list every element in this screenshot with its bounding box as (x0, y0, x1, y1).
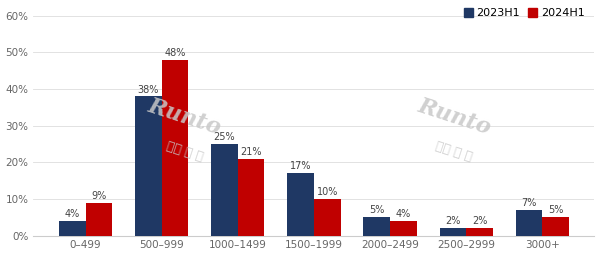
Text: 洛图 科 技: 洛图 科 技 (434, 140, 474, 164)
Text: 48%: 48% (164, 48, 185, 58)
Text: 10%: 10% (317, 187, 338, 197)
Text: 17%: 17% (290, 162, 311, 172)
Bar (211, 144, 238, 236)
Text: 2%: 2% (445, 216, 461, 226)
Bar (314, 199, 341, 236)
Bar (466, 228, 493, 236)
Bar (287, 173, 314, 236)
Bar (542, 217, 569, 236)
Bar (59, 221, 86, 236)
Text: 2%: 2% (472, 216, 487, 226)
Text: Runto: Runto (145, 95, 224, 139)
Text: 洛图 科 技: 洛图 科 技 (165, 140, 205, 164)
Text: 9%: 9% (91, 191, 107, 201)
Text: 21%: 21% (241, 147, 262, 157)
Text: 5%: 5% (369, 205, 385, 216)
Bar (86, 202, 112, 236)
Text: 38%: 38% (137, 84, 159, 94)
Legend: 2023H1, 2024H1: 2023H1, 2024H1 (459, 4, 589, 23)
Bar (161, 60, 188, 236)
Bar (515, 210, 542, 236)
Bar (238, 159, 265, 236)
Bar (390, 221, 416, 236)
Text: Runto: Runto (415, 95, 494, 139)
Bar (364, 217, 390, 236)
Text: 25%: 25% (214, 132, 235, 142)
Text: 4%: 4% (396, 209, 411, 219)
Bar (440, 228, 466, 236)
Text: 7%: 7% (521, 198, 536, 208)
Text: 4%: 4% (65, 209, 80, 219)
Bar (135, 96, 161, 236)
Text: 5%: 5% (548, 205, 563, 216)
